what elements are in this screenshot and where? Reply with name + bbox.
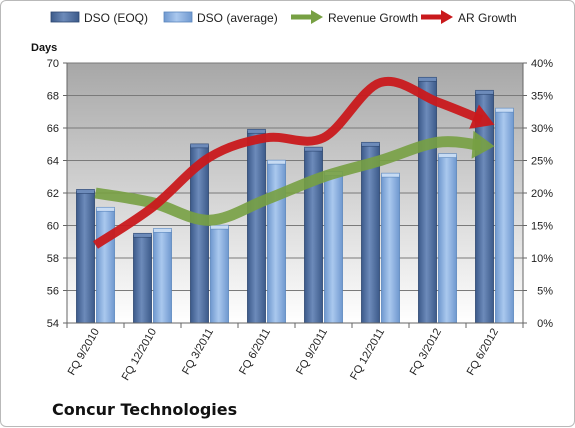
- legend-label: DSO (average): [197, 11, 278, 25]
- x-axis: FQ 9/2010 FQ 12/2010 FQ 3/2011 FQ 6/2011 FQ …: [66, 322, 524, 383]
- y-tick-label: 54: [47, 318, 59, 330]
- y-tick-label: 70: [47, 58, 59, 70]
- x-tick-label: FQ 3/2011: [180, 327, 216, 377]
- legend-swatch: [50, 11, 80, 23]
- series-arrowhead: [469, 104, 495, 129]
- bar: [133, 234, 152, 324]
- bar-cap: [96, 206, 115, 212]
- x-tick-label: FQ 6/2012: [465, 327, 501, 378]
- legend-label: AR Growth: [458, 11, 517, 25]
- series-line: [93, 76, 484, 249]
- y2-tick-label: 15%: [531, 221, 553, 233]
- legend-swatch: [163, 11, 193, 23]
- y-tick-label: 60: [47, 221, 59, 233]
- bar-cap: [210, 224, 229, 230]
- x-tick-label: FQ 9/2011: [294, 327, 330, 377]
- bar: [210, 226, 229, 324]
- legend-arrowhead: [311, 10, 323, 24]
- y-tick-label: 56: [47, 286, 59, 298]
- bar: [495, 109, 514, 324]
- bar: [381, 174, 400, 324]
- y2-tick-label: 20%: [531, 188, 553, 200]
- bar-cap: [267, 159, 286, 165]
- x-tick-label: FQ 3/2012: [408, 327, 444, 378]
- bar: [438, 155, 457, 324]
- y2-tick-label: 30%: [531, 123, 553, 135]
- bar: [153, 229, 172, 324]
- bar: [267, 161, 286, 324]
- y2-tick-label: 5%: [537, 286, 553, 298]
- series-arrowhead: [471, 130, 495, 159]
- y2-tick-label: 25%: [531, 156, 553, 168]
- bar-cap: [361, 141, 380, 147]
- x-tick-label: FQ 9/2010: [66, 327, 102, 378]
- x-tick-label: FQ 6/2011: [237, 327, 273, 377]
- bar-cap: [153, 228, 172, 233]
- y-tick-label: 64: [47, 156, 59, 168]
- legend-label: DSO (EOQ): [84, 11, 148, 25]
- bar: [96, 208, 115, 324]
- bar-cap: [381, 172, 400, 178]
- bar-cap: [304, 146, 323, 152]
- growth-arrows: [93, 76, 495, 249]
- y-tick-label: 62: [47, 188, 59, 200]
- bar-cap: [495, 107, 514, 113]
- y2-tick-label: 0%: [537, 318, 553, 330]
- bar-cap: [438, 153, 457, 158]
- x-tick-label: FQ 12/2010: [120, 327, 159, 383]
- x-tick-label: FQ 12/2011: [348, 327, 387, 383]
- y2-tick-label: 35%: [531, 91, 553, 103]
- chart-title: Concur Technologies: [52, 400, 237, 419]
- bar: [76, 190, 95, 324]
- y2-tick-label: 10%: [531, 253, 553, 265]
- bar: [324, 173, 343, 324]
- y-tick-label: 68: [47, 91, 59, 103]
- bar-cap: [247, 128, 266, 134]
- legend-label: Revenue Growth: [328, 11, 418, 25]
- bar-cap: [133, 232, 152, 238]
- y2-tick-label: 40%: [531, 58, 553, 70]
- bar-cap: [76, 189, 95, 194]
- bar-cap: [418, 76, 437, 82]
- legend: DSO (EOQ) DSO (average) Revenue Growth AR G…: [50, 10, 517, 25]
- y-axis-right: 0% 5% 10% 15% 20% 25% 30% 35% 40%: [522, 58, 553, 330]
- bar-cap: [475, 89, 494, 95]
- y-tick-label: 58: [47, 253, 59, 265]
- bar: [418, 78, 437, 324]
- legend-arrowhead: [441, 10, 453, 24]
- y-tick-label: 66: [47, 123, 59, 135]
- bar: [247, 130, 266, 324]
- bar-cap: [190, 143, 209, 149]
- y-axis-left: 54 56 58 60 62 64 66 68 70: [47, 58, 68, 330]
- bar: [361, 143, 380, 324]
- y-axis-title: Days: [31, 42, 57, 54]
